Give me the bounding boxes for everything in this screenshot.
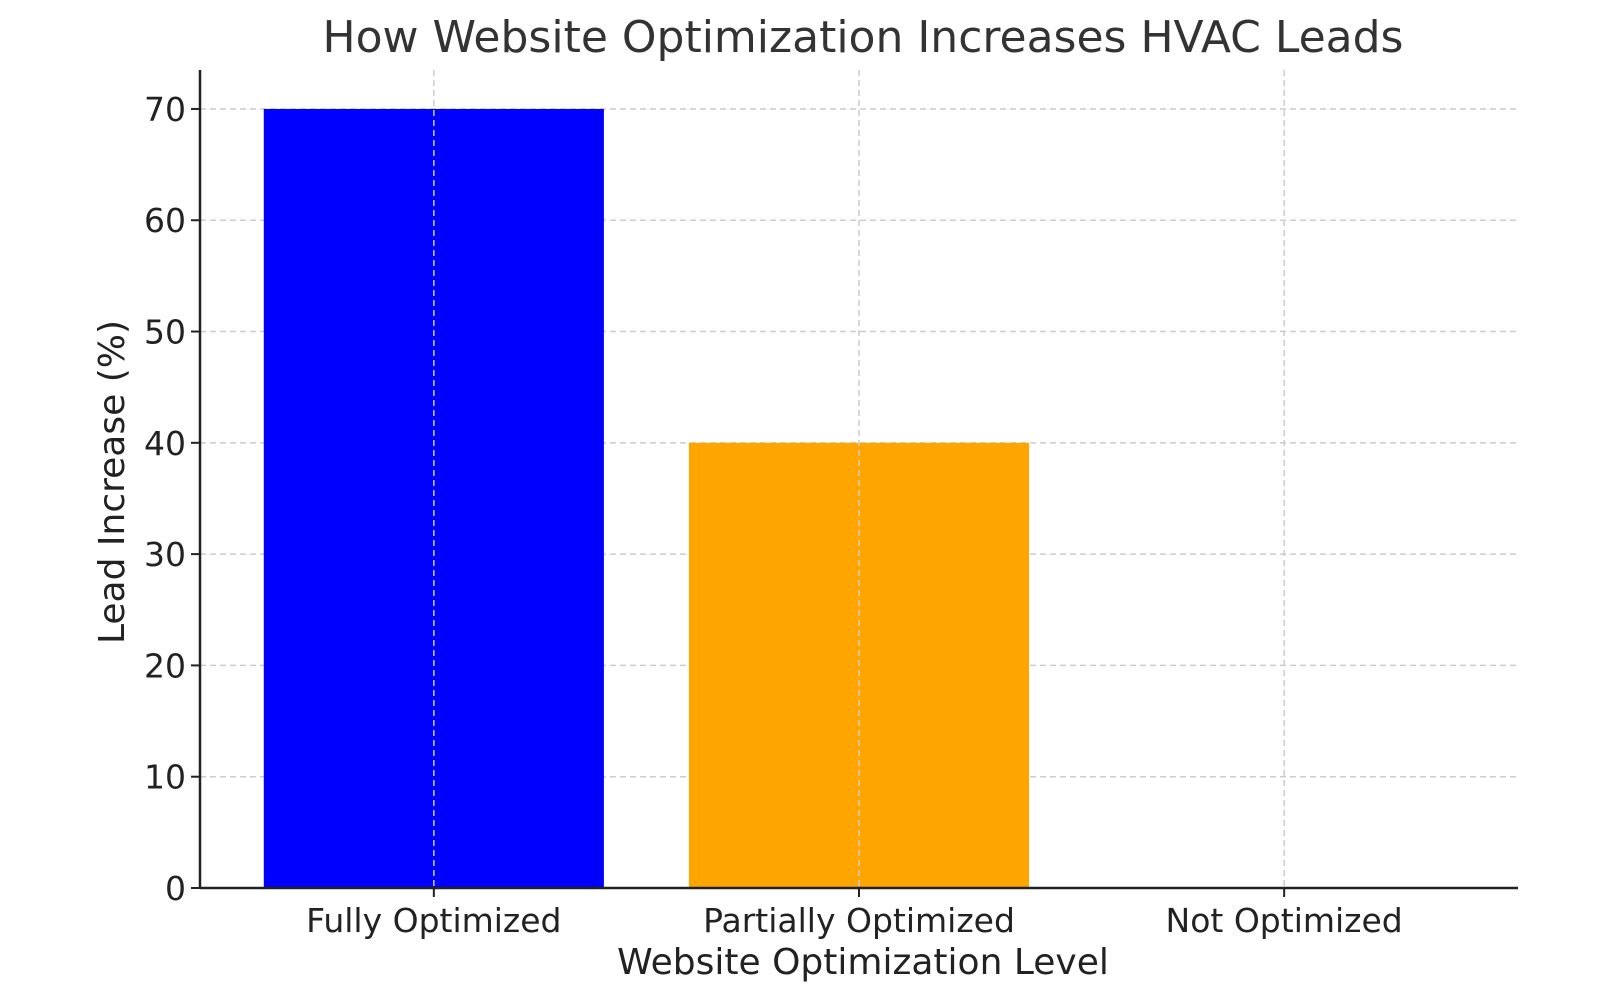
y-tick-label: 50 <box>144 313 186 352</box>
x-tick-label: Fully Optimized <box>306 901 561 940</box>
x-tick-labels: Fully Optimized Partially Optimized Not Op… <box>306 901 1403 940</box>
y-tick-label: 40 <box>144 424 186 463</box>
x-tick-label: Not Optimized <box>1166 901 1403 940</box>
y-tick-label: 0 <box>165 869 186 908</box>
vertical-grid-lines <box>433 70 1285 888</box>
y-tick-label: 60 <box>144 201 186 240</box>
x-tick-label: Partially Optimized <box>703 901 1015 940</box>
bar <box>263 108 604 888</box>
y-tick-label: 10 <box>144 758 186 797</box>
y-tick-label: 20 <box>144 646 186 685</box>
axes <box>191 70 1518 897</box>
chart-title: How Website Optimization Increases HVAC … <box>323 12 1404 63</box>
x-axis-label: Website Optimization Level <box>617 942 1109 983</box>
y-tick-label: 70 <box>144 90 186 129</box>
y-tick-labels: 0 10 20 30 40 50 60 70 <box>144 90 186 908</box>
y-tick-label: 30 <box>144 535 186 574</box>
y-axis-label: Lead Increase (%) <box>92 320 133 644</box>
bars <box>263 108 1030 888</box>
